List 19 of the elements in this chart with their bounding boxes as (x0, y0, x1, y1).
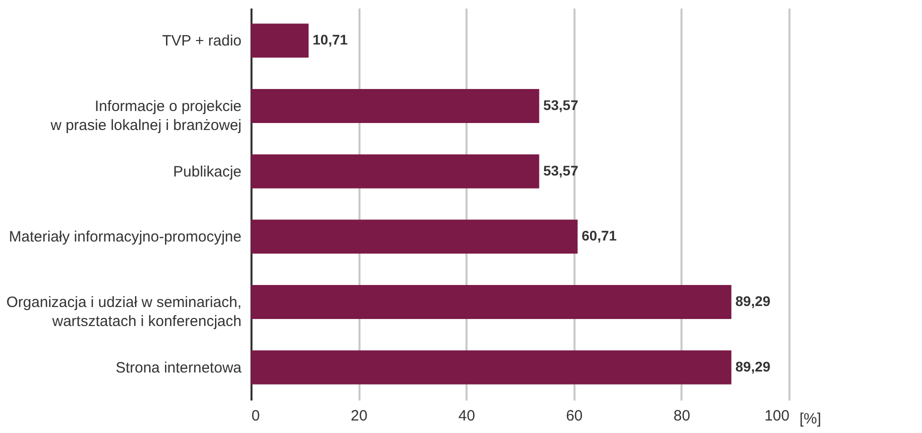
x-tick-label: 60 (566, 408, 583, 424)
y-tick-label: Strona internetowa (116, 359, 242, 376)
data-label: 53,57 (543, 97, 578, 113)
y-tick-label: Informacje o projekcie w prasie lokalnej i branżowej (50, 98, 242, 134)
y-tick-label: Publikacje (173, 163, 242, 180)
x-tick-label: 20 (350, 408, 368, 424)
data-label: 89,29 (735, 293, 771, 309)
data-label: 10,71 (312, 32, 348, 48)
y-tick-label: Materiały informacyjno-promocyjne (8, 228, 242, 246)
x-tick-label: 80 (674, 408, 690, 424)
data-label: 60,71 (582, 228, 617, 244)
data-label: 89,29 (735, 358, 771, 374)
data-label: 53,57 (543, 162, 578, 178)
x-tick-label: 100 (764, 408, 790, 424)
x-tick-label: 0 (252, 408, 260, 424)
x-tick-label: 40 (458, 408, 476, 424)
y-tick-label: Organizacja i udział w seminariach, wartsztatach i konferencjach (6, 294, 242, 330)
x-axis-title: [%] (800, 410, 822, 428)
y-tick-label: TVP + radio (162, 32, 242, 50)
